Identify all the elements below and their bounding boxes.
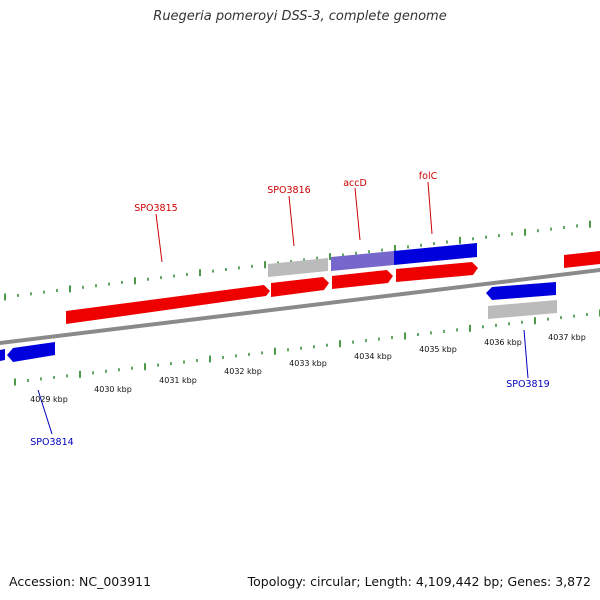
spo3815-leader xyxy=(155,213,163,263)
kbp-label: 4035 kbp xyxy=(419,345,457,354)
feature-gray-upper[interactable] xyxy=(268,258,328,277)
accd-leader xyxy=(354,187,361,241)
kbp-label: 4036 kbp xyxy=(484,338,522,347)
label-accd[interactable]: accD xyxy=(343,178,367,189)
lower-tick-track xyxy=(14,309,600,386)
feature-gray-lower[interactable] xyxy=(488,300,557,319)
label-folc[interactable]: folC xyxy=(419,171,438,182)
kbp-label: 4030 kbp xyxy=(94,385,132,394)
genome-summary-text: Topology: circular; Length: 4,109,442 bp… xyxy=(247,574,591,589)
label-spo3819[interactable]: SPO3819 xyxy=(506,379,549,390)
accession-text: Accession: NC_003911 xyxy=(9,574,152,589)
gene-folc-reverse-partner[interactable] xyxy=(394,243,477,265)
kbp-label: 4031 kbp xyxy=(159,376,197,385)
gene-spo3819[interactable] xyxy=(486,282,556,300)
spo3814-leader xyxy=(37,389,53,435)
gene-accd[interactable] xyxy=(332,270,393,289)
upper-tick-track xyxy=(4,220,591,301)
kbp-label: 4034 kbp xyxy=(354,352,392,361)
genome-backbone xyxy=(0,268,600,345)
label-spo3814[interactable]: SPO3814 xyxy=(30,437,73,448)
gene-spo3816[interactable] xyxy=(271,277,329,297)
gene-folc[interactable] xyxy=(396,262,478,282)
spo3819-leader xyxy=(523,329,529,379)
gene-accd-reverse-overlay[interactable] xyxy=(331,251,394,271)
gene-spo3815[interactable] xyxy=(66,285,270,324)
gene-spo3814[interactable] xyxy=(7,342,55,362)
kbp-label: 4037 kbp xyxy=(548,333,586,342)
label-spo3815[interactable]: SPO3815 xyxy=(134,203,177,214)
label-spo3816[interactable]: SPO3816 xyxy=(267,185,310,196)
kbp-label: 4032 kbp xyxy=(224,367,262,376)
kbp-label: 4033 kbp xyxy=(289,359,327,368)
kbp-scale-labels: 4029 kbp 4030 kbp 4031 kbp 4032 kbp 4033… xyxy=(30,333,586,404)
spo3816-leader xyxy=(288,195,295,247)
gene-right-edge-forward[interactable] xyxy=(564,251,600,268)
kbp-label: 4029 kbp xyxy=(30,395,68,404)
gene-left-edge-reverse[interactable] xyxy=(0,349,5,361)
map-title: Ruegeria pomeroyi DSS-3, complete genome xyxy=(153,9,447,24)
folc-leader xyxy=(427,181,433,235)
